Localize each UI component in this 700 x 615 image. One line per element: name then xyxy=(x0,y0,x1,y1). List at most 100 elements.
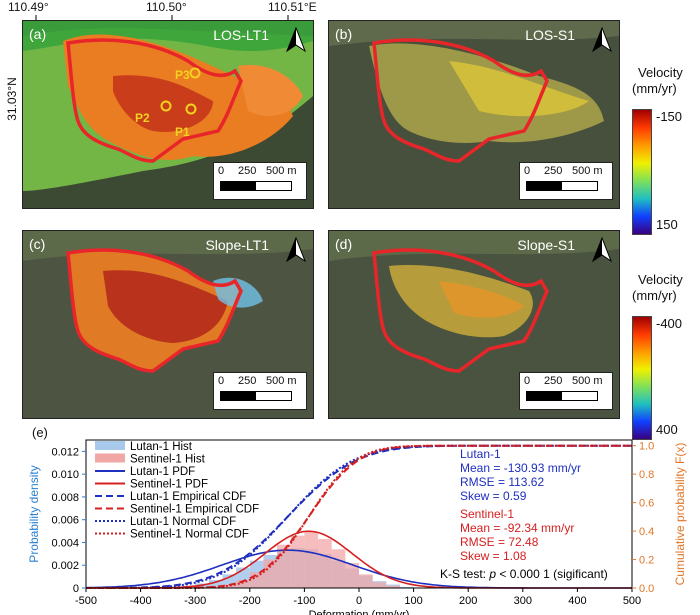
y-tick-label: 0.010 xyxy=(51,469,79,481)
lat-label: 31.03°N xyxy=(5,77,19,121)
scale-label-500: 500 m xyxy=(266,375,297,387)
scale-label-500: 500 m xyxy=(572,165,603,177)
x-axis-title: Deformation (mm/yr) xyxy=(309,609,410,615)
x-tick-label: 300 xyxy=(514,595,532,607)
scale-label-500: 500 m xyxy=(572,375,603,387)
scale-label-250: 250 xyxy=(238,375,257,387)
landslide-outline xyxy=(372,38,549,163)
x-tick-label: -300 xyxy=(184,595,206,607)
y2-tick-label: 0.4 xyxy=(639,526,654,538)
panel-title: Slope-S1 xyxy=(517,237,575,253)
map-c-canvas xyxy=(23,231,313,418)
histogram-bar xyxy=(399,586,414,588)
map-panel-d: (d) Slope-S1 0 250 500 m xyxy=(328,230,620,419)
y2-tick-label: 1.0 xyxy=(639,441,654,453)
scale-label-500: 500 m xyxy=(266,165,297,177)
y-tick-label: 0.002 xyxy=(51,560,79,572)
panel-title: LOS-LT1 xyxy=(213,27,269,43)
colorbar-max: -150 xyxy=(656,109,683,124)
scale-label-0: 0 xyxy=(524,375,531,387)
stats-lutan: Lutan-1 xyxy=(460,447,501,461)
legend-entry: Sentinel-1 Normal CDF xyxy=(130,529,249,541)
y-tick-label: 0 xyxy=(73,583,79,595)
legend-entry: Sentinel-1 PDF xyxy=(130,479,208,491)
histogram-bar xyxy=(386,585,400,588)
x-tick-label: 500 xyxy=(623,595,641,607)
y2-tick-label: 0.8 xyxy=(639,469,654,481)
histogram-bar xyxy=(208,580,223,588)
colorbar-title: Velocity xyxy=(638,272,683,287)
colorbar-gradient xyxy=(632,109,652,235)
map-panel-c: (c) Slope-LT1 0 250 500 m xyxy=(22,230,314,419)
x-tick-label: 400 xyxy=(568,595,586,607)
landslide-outline xyxy=(66,38,243,163)
colorbar-top: Velocity (mm/yr) -150 150 xyxy=(632,65,700,245)
legend-swatch xyxy=(95,441,125,450)
map-panel-b: (b) LOS-S1 0 250 500 m xyxy=(328,20,620,209)
scale-label-250: 250 xyxy=(544,165,563,177)
distribution-chart: -500 -400 -300 -200 -100 0 100 200 300 400 500 0 0.0… xyxy=(27,439,687,615)
x-tick-label: -200 xyxy=(239,595,261,607)
map-panel-a: (a) LOS-LT1 P3 P2 P1 0 250 500 m xyxy=(22,20,314,209)
lon-label-1: 110.49° xyxy=(8,0,49,14)
north-arrow-icon xyxy=(285,27,307,53)
x-tick-label: 200 xyxy=(459,595,477,607)
panel-label: (c) xyxy=(29,236,46,252)
panel-label: (d) xyxy=(335,236,353,252)
colorbar-min: 150 xyxy=(656,217,678,232)
histogram-bar xyxy=(359,574,373,588)
scale-bar: 0 250 500 m xyxy=(519,162,613,200)
legend-swatch xyxy=(95,453,125,463)
legend-entry: Lutan-1 Hist xyxy=(130,441,193,453)
scale-label-250: 250 xyxy=(238,165,257,177)
chart-panel-label: (e) xyxy=(32,425,48,440)
stats-lutan: Mean = -130.93 mm/yr xyxy=(460,461,581,475)
histogram-bar xyxy=(372,582,387,588)
x-tick-label: 0 xyxy=(356,595,362,607)
scale-bar: 0 250 500 m xyxy=(213,372,307,410)
histogram-bar xyxy=(290,535,305,588)
lon-label-3: 110.51°E xyxy=(268,0,317,14)
lon-label-2: 110.50° xyxy=(146,0,187,14)
legend-entry: Lutan-1 Normal CDF xyxy=(130,516,236,528)
point-label-p3: P3 xyxy=(175,68,190,82)
histogram-bar xyxy=(236,580,250,588)
colorbar-gradient xyxy=(632,316,652,440)
scale-label-0: 0 xyxy=(218,375,225,387)
x-tick-label: -400 xyxy=(130,595,152,607)
y2-tick-label: 0.0 xyxy=(639,583,654,595)
colorbar-title: Velocity xyxy=(638,65,683,80)
legend-entry: Sentinel-1 Hist xyxy=(130,454,206,466)
scale-label-250: 250 xyxy=(544,375,563,387)
stats-lutan: Skew = 0.59 xyxy=(460,489,527,503)
scale-label-0: 0 xyxy=(524,165,531,177)
y-tick-label: 0.004 xyxy=(51,537,79,549)
histogram-bar xyxy=(345,562,359,588)
scale-bar: 0 250 500 m xyxy=(213,162,307,200)
colorbar-min: 400 xyxy=(656,422,678,437)
histogram-bar xyxy=(304,532,319,588)
legend-entry: Lutan-1 PDF xyxy=(130,466,195,478)
scale-label-0: 0 xyxy=(218,165,225,177)
y2-tick-label: 0.2 xyxy=(639,555,654,567)
colorbar-bottom: Velocity (mm/yr) -400 400 xyxy=(632,272,700,452)
top-ticks xyxy=(35,15,289,20)
legend-entry: Lutan-1 Empirical CDF xyxy=(130,491,246,503)
panel-title: Slope-LT1 xyxy=(205,237,269,253)
point-label-p1: P1 xyxy=(175,125,190,139)
y-tick-label: 0.012 xyxy=(51,446,79,458)
y-axis-title: Probability density xyxy=(27,465,41,562)
panel-label: (a) xyxy=(29,26,47,42)
landslide-outline xyxy=(372,248,549,373)
north-arrow-icon xyxy=(591,27,613,53)
histogram-bar xyxy=(222,584,237,588)
scale-bar: 0 250 500 m xyxy=(519,372,613,410)
y2-axis-title: Cumulative probability F(x) xyxy=(673,443,687,586)
landslide-outline xyxy=(66,248,243,373)
histogram-bar xyxy=(318,539,332,588)
y2-tick-label: 0.6 xyxy=(639,498,654,510)
histogram-bar xyxy=(263,559,278,588)
panel-label: (b) xyxy=(335,26,353,42)
histogram-bar xyxy=(331,549,346,588)
y-tick-label: 0.006 xyxy=(51,515,79,527)
